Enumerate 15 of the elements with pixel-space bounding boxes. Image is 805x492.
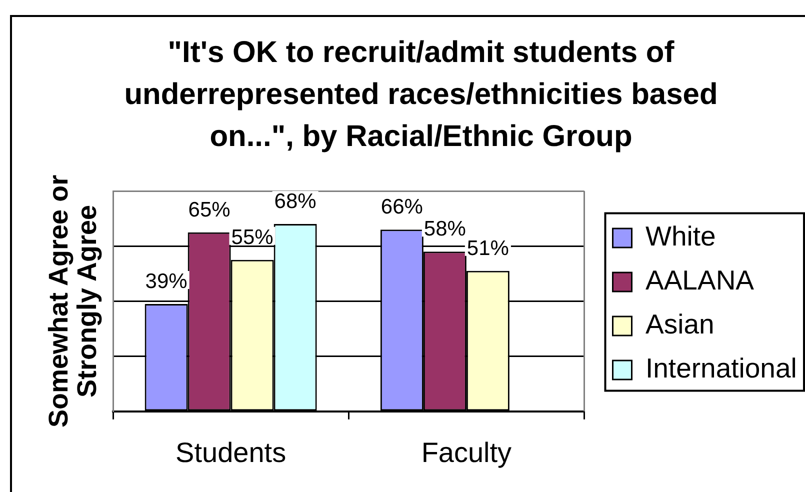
legend-label: Asian [646,308,714,340]
legend-label: White [646,220,716,252]
data-label: 68% [274,190,316,214]
data-label: 39% [145,270,188,293]
x-tick-label: Faculty [421,436,512,468]
legend-label: International [646,352,797,384]
chart-title: "It's OK to recruit/admit students of underrepresented races/ethnicities based on...", by Racial/Ethnic Group [123,35,719,155]
data-label: 51% [466,236,509,260]
data-label: 66% [380,196,423,219]
legend-label: AALANA [646,264,755,296]
data-label: 55% [231,226,274,249]
x-tick-label: Students [176,436,286,468]
data-label: 58% [424,218,466,241]
y-axis-title: Somewhat Agree or Strongly Agree [44,174,102,428]
data-label: 65% [188,198,230,222]
